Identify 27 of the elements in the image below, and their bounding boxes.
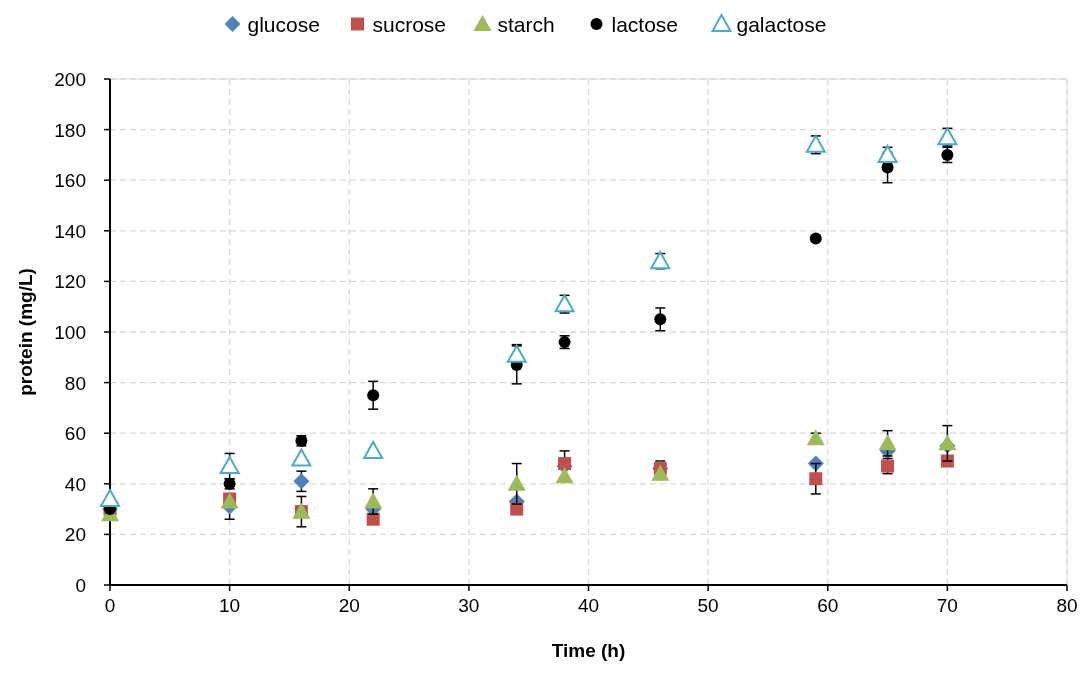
- x-tick-label: 70: [936, 595, 958, 616]
- x-tick-label: 50: [697, 595, 719, 616]
- legend-label: galactose: [736, 13, 827, 36]
- y-tick-label: 80: [64, 372, 86, 394]
- x-tick-label: 10: [219, 595, 241, 616]
- x-axis-title: Time (h): [551, 640, 626, 661]
- y-tick-label: 200: [54, 69, 86, 90]
- y-tick-label: 140: [54, 220, 86, 242]
- y-tick-label: 0: [75, 575, 86, 596]
- y-tick-label: 120: [54, 271, 86, 293]
- legend-label: sucrose: [372, 13, 447, 36]
- y-tick-label: 100: [54, 322, 86, 343]
- legend-label: lactose: [611, 13, 679, 36]
- legend-label: starch: [497, 13, 555, 36]
- legend-label: glucose: [247, 13, 320, 36]
- x-tick-label: 0: [104, 595, 116, 616]
- x-tick-label: 30: [458, 595, 480, 616]
- y-tick-label: 40: [64, 473, 86, 495]
- y-tick-label: 160: [54, 170, 86, 192]
- y-tick-label: 60: [64, 423, 86, 445]
- y-axis-title: protein (mg/L): [15, 268, 36, 396]
- y-tick-label: 20: [64, 524, 86, 546]
- y-tick-label: 180: [54, 119, 86, 141]
- x-tick-label: 40: [577, 595, 600, 616]
- x-tick-label: 20: [338, 595, 360, 616]
- x-tick-label: 60: [817, 595, 839, 616]
- x-tick-label: 80: [1056, 595, 1078, 616]
